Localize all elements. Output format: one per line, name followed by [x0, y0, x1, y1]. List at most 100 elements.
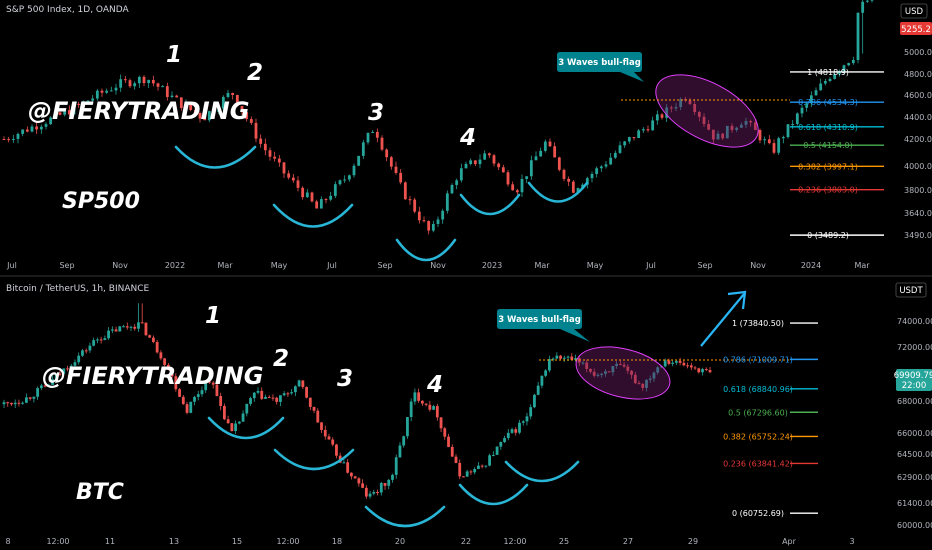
sp500-candle-body [124, 79, 127, 80]
sp500-x-tick: 2023 [482, 261, 502, 270]
btc-candle-body [675, 361, 678, 363]
btc-candle-body [369, 494, 372, 497]
btc-x-tick: 3 [849, 537, 854, 546]
sp500-candle-body [26, 130, 29, 132]
btc-candle-body [473, 469, 476, 472]
sp500-candle-body [17, 134, 20, 139]
btc-x-tick: 22 [461, 537, 471, 546]
sp500-candle-body [530, 160, 533, 176]
sp500-candle-body [35, 127, 38, 130]
sp500-candle-body [250, 119, 253, 123]
sp500-x-tick: Jul [6, 261, 17, 270]
sp500-fib-label: 0.5 (4154.0) [803, 141, 853, 150]
sp500-candle-body [283, 162, 286, 173]
sp500-candle-body [451, 185, 454, 193]
sp500-candle-body [423, 220, 426, 221]
sp500-y-tick: 3490.0 [904, 231, 932, 240]
sp500-candle-body [871, 0, 874, 1]
btc-fib-label: 0.5 (67296.60) [728, 408, 788, 417]
btc-candle-body [559, 356, 562, 359]
btc-x-tick: 25 [559, 537, 569, 546]
sp500-candle-body [455, 180, 458, 185]
btc-candle-body [413, 392, 416, 401]
btc-candle-body [331, 440, 334, 445]
btc-candle-body [387, 480, 390, 486]
sp500-candle-body [119, 79, 122, 88]
btc-x-tick: 8 [5, 537, 10, 546]
btc-y-tick: 60000.00 [897, 521, 932, 530]
sp500-candle-body [152, 80, 155, 83]
btc-candle-body [365, 488, 368, 497]
btc-candle-body [443, 428, 446, 436]
btc-candle-body [567, 357, 570, 358]
btc-candle-body [533, 395, 536, 407]
btc-candle-body [357, 478, 360, 483]
btc-candle-body [705, 369, 708, 370]
btc-candle-body [496, 447, 499, 455]
btc-candle-body [507, 433, 510, 438]
btc-candle-body [316, 411, 319, 423]
sp500-x-tick: May [587, 261, 604, 270]
sp500-x-tick: Jul [326, 261, 337, 270]
btc-candle-body [156, 342, 159, 352]
btc-candle-body [466, 471, 469, 476]
sp500-candle-body [600, 166, 603, 168]
sp500-candle-body [329, 196, 332, 200]
btc-candle-body [100, 339, 103, 340]
sp500-candle-body [7, 139, 10, 140]
btc-candle-body [320, 422, 323, 429]
btc-x-tick: Apr [782, 537, 797, 546]
sp500-x-tick: Jul [645, 261, 656, 270]
sp500-candle-body [385, 150, 388, 158]
btc-candle-body [85, 350, 88, 351]
btc-candle-body [230, 423, 233, 431]
btc-candle-body [219, 396, 222, 406]
sp500-watermark: @FIERYTRADING [28, 97, 249, 125]
sp500-candle-body [605, 164, 608, 166]
btc-candle-body [690, 365, 693, 367]
sp500-candle-body [3, 139, 6, 140]
btc-candle-body [159, 352, 162, 358]
btc-candle-body [201, 390, 204, 394]
btc-candle-body [96, 339, 99, 340]
btc-candle-body [709, 370, 712, 372]
sp500-fib-label: 0.618 (4310.9) [798, 123, 858, 132]
sp500-candle-body [488, 153, 491, 155]
btc-y-tick: 62900.00 [897, 473, 932, 482]
btc-candle-body [275, 398, 278, 402]
sp500-candle-body [129, 80, 132, 86]
sp500-candle-body [418, 212, 421, 221]
sp500-fib-label: 0 (3489.2) [807, 231, 849, 240]
btc-wave-label: 4 [426, 372, 443, 398]
btc-candle-body [182, 397, 185, 404]
btc-candle-body [242, 413, 245, 421]
sp500-y-tick: 3800.0 [904, 186, 932, 195]
sp500-y-tick: 4400.0 [904, 113, 932, 122]
btc-candle-body [462, 476, 465, 477]
btc-candle-body [511, 429, 514, 433]
sp500-candle-body [460, 168, 463, 180]
sp500-x-tick: 2024 [801, 261, 821, 270]
sp500-candle-body [791, 124, 794, 125]
sp500-candle-body [367, 133, 370, 142]
btc-candle-body [526, 416, 529, 421]
sp500-candle-body [847, 63, 850, 65]
sp500-candle-body [343, 180, 346, 181]
sp500-candle-body [399, 173, 402, 182]
sp500-candle-body [325, 199, 328, 200]
sp500-candle-body [521, 179, 524, 192]
sp500-candle-body [161, 86, 164, 87]
sp500-candle-body [567, 179, 570, 182]
sp500-candle-body [231, 93, 234, 95]
sp500-candle-body [763, 139, 766, 140]
sp500-candle-body [465, 164, 468, 168]
btc-candle-body [21, 403, 24, 404]
sp500-fib-label: 0.786 (4534.3) [798, 98, 858, 107]
sp500-candle-body [773, 143, 776, 153]
sp500-candle-body [157, 83, 160, 86]
btc-candle-body [570, 357, 573, 360]
btc-candle-body [130, 327, 133, 328]
btc-x-tick: 18 [332, 537, 342, 546]
btc-candle-body [6, 402, 9, 403]
sp500-candle-body [255, 123, 258, 139]
